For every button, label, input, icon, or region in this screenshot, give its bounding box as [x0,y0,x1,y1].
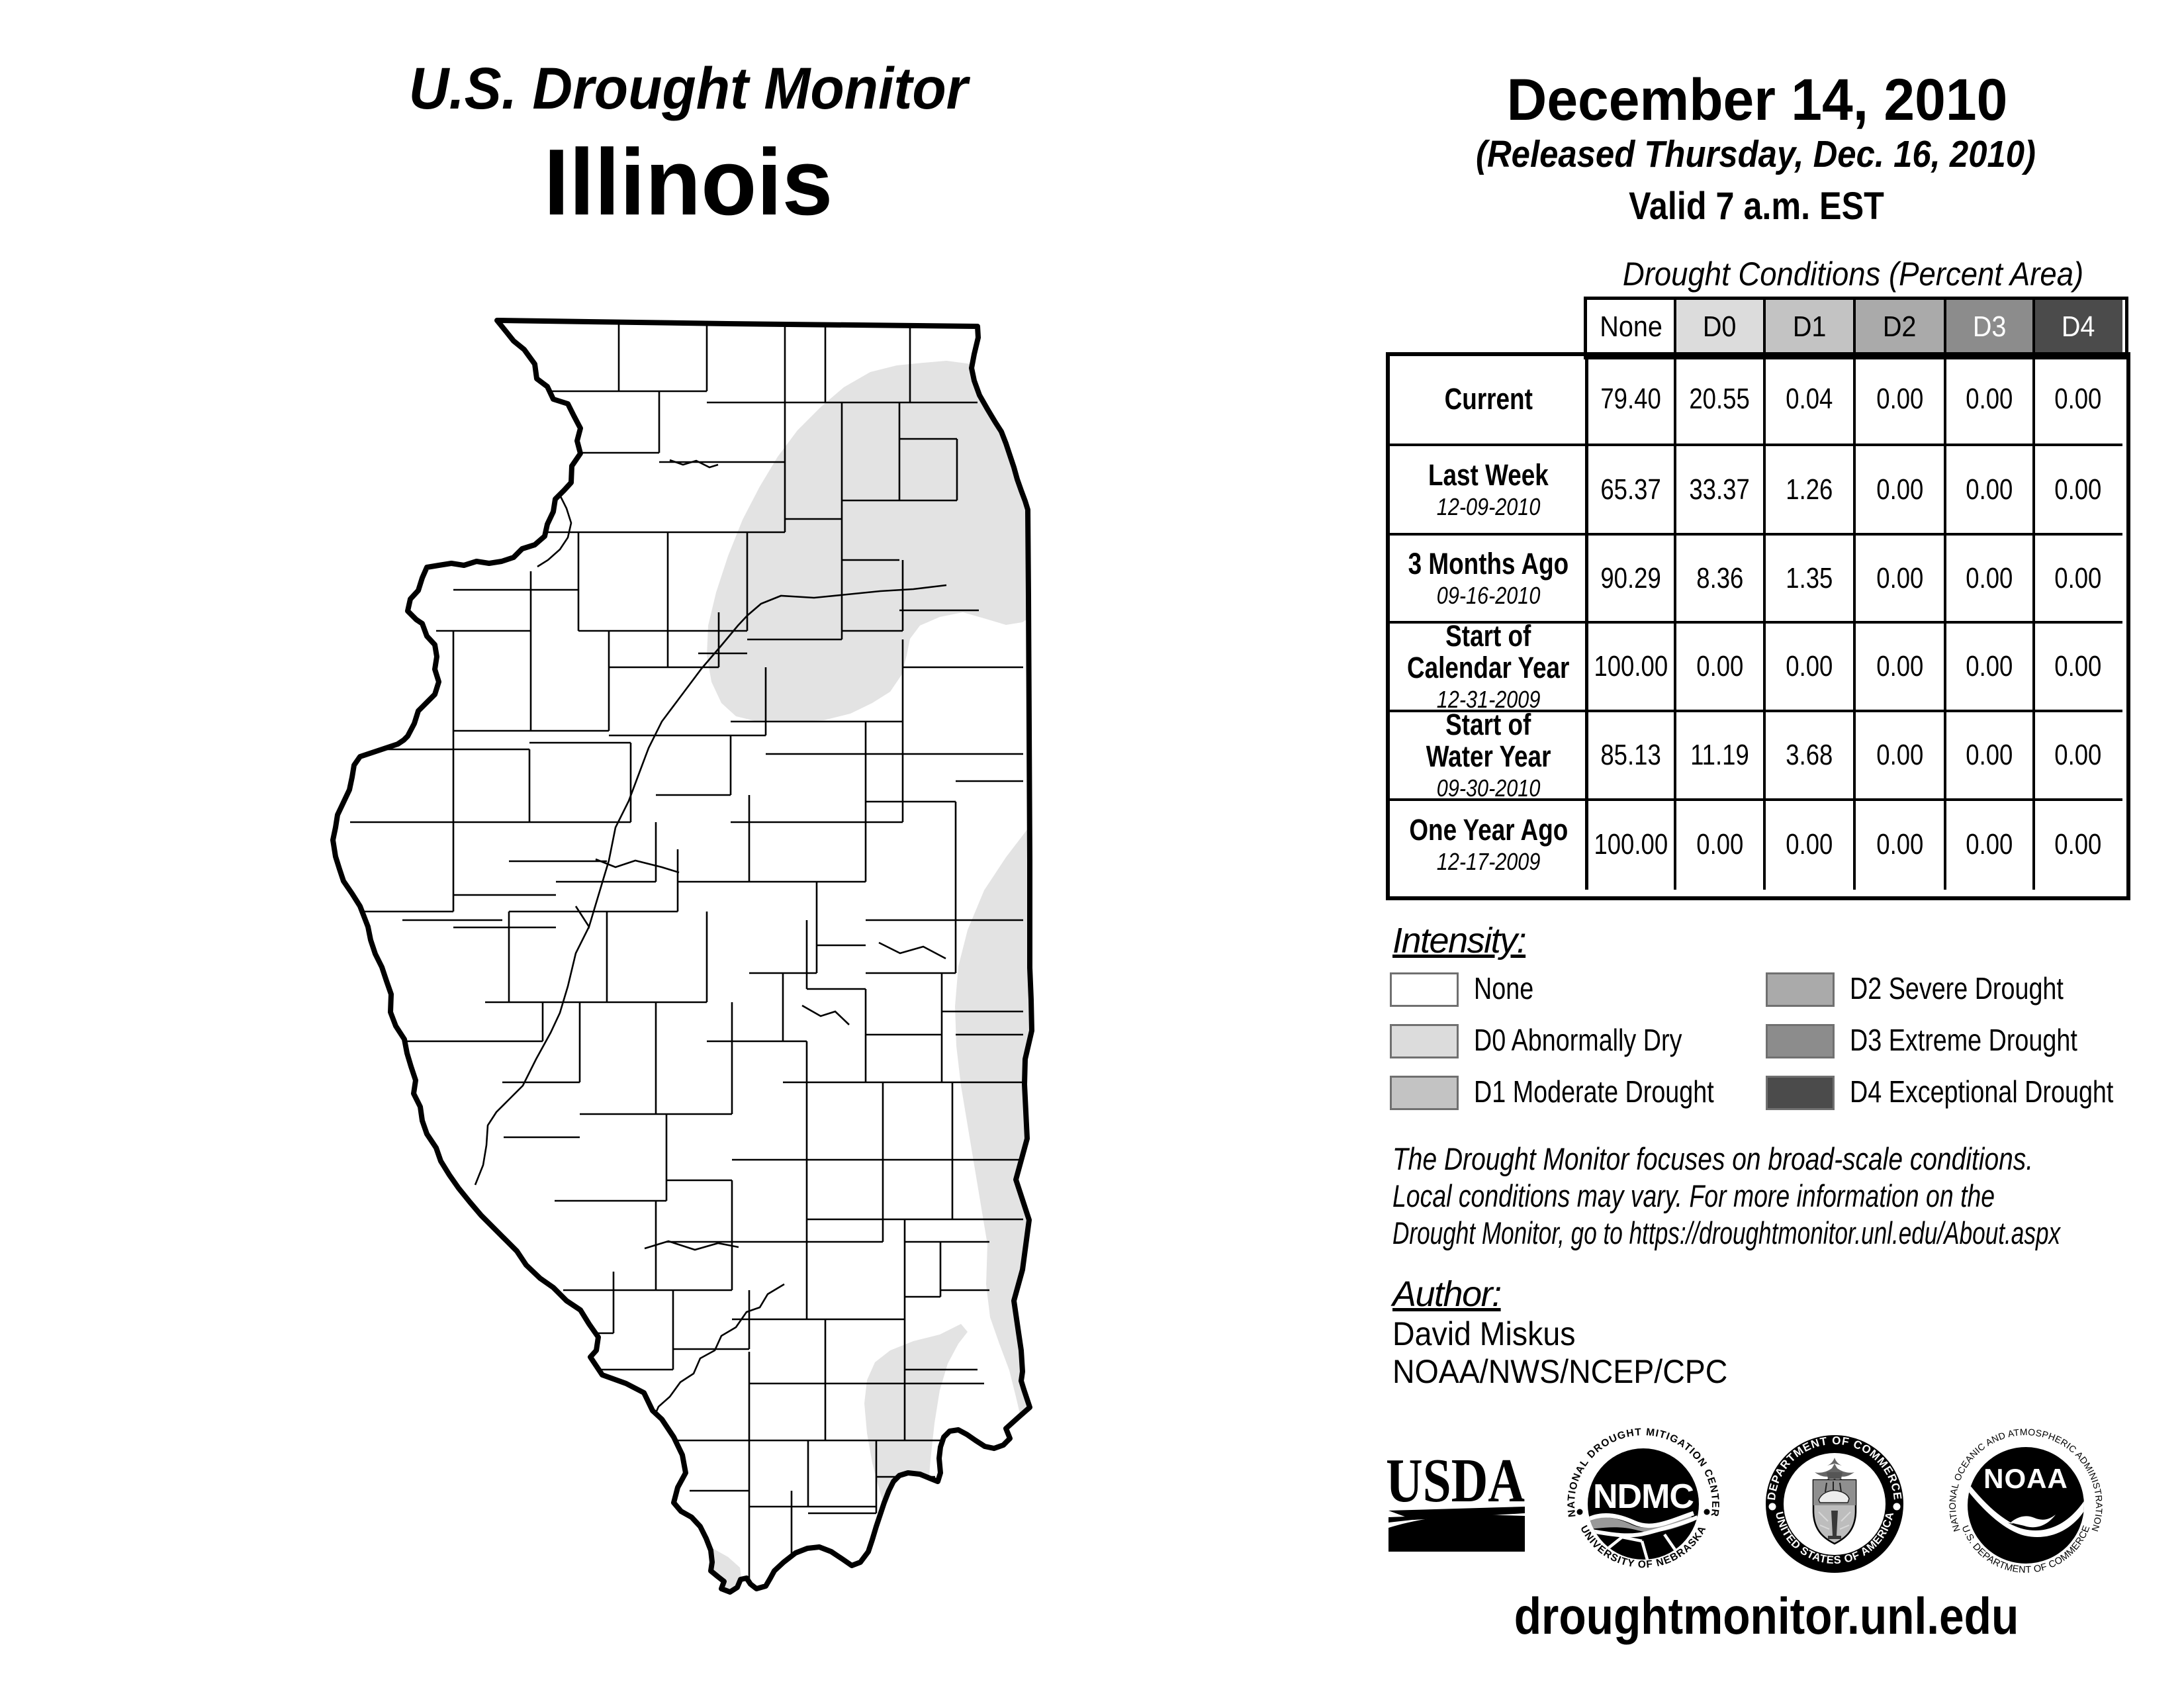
svg-text:NOAA: NOAA [1983,1463,2068,1494]
svg-text:NDMC: NDMC [1593,1477,1694,1516]
svg-text:USDA: USDA [1387,1454,1525,1515]
